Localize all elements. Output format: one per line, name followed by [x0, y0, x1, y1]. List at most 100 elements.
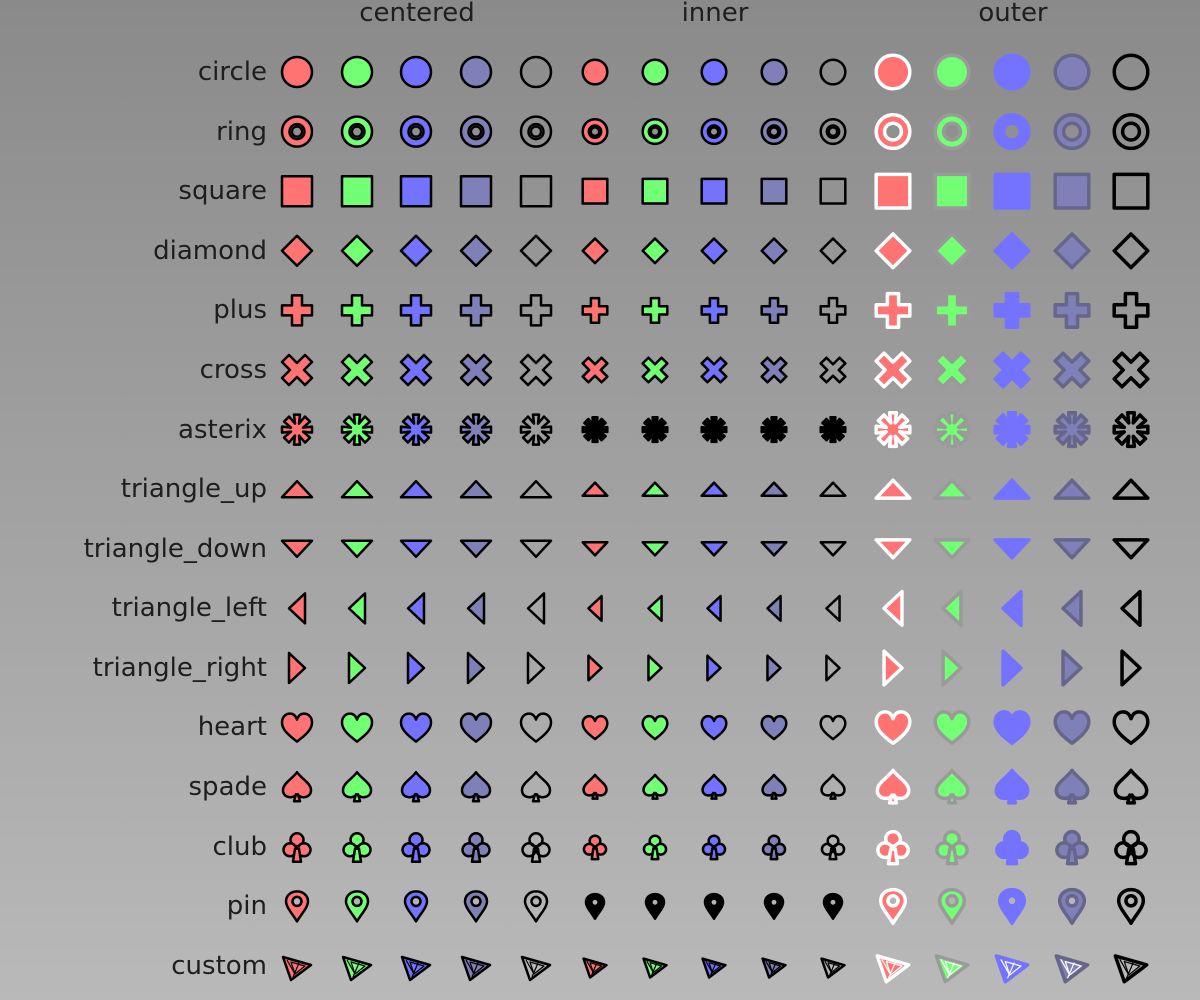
marker-heart-outer-1 [874, 710, 912, 746]
marker-square-centered-5 [519, 174, 553, 208]
marker-pin-centered-2 [344, 890, 370, 923]
marker-circle-centered-2 [340, 55, 374, 89]
marker-club-inner-4 [761, 834, 787, 861]
marker-custom-inner-5 [820, 957, 846, 979]
marker-heart-centered-2 [340, 712, 374, 743]
marker-plus-outer-4 [1053, 291, 1091, 329]
marker-triangle-right-inner-5 [825, 654, 841, 682]
marker-spade-outer-4 [1054, 768, 1090, 805]
marker-pin-inner-1 [584, 892, 606, 920]
marker-cross-outer-3 [993, 351, 1031, 389]
marker-heart-inner-3 [700, 714, 728, 741]
marker-ring-outer-2 [933, 113, 971, 151]
marker-club-outer-1 [876, 829, 910, 866]
marker-cross-outer-5 [1112, 351, 1150, 389]
marker-triangle-left-centered-4 [466, 592, 486, 625]
marker-club-centered-5 [521, 832, 551, 864]
marker-triangle-left-inner-5 [825, 594, 841, 622]
row-label-triangle-right: triangle_right [92, 653, 267, 683]
marker-ring-inner-5 [819, 118, 847, 146]
marker-ring-inner-2 [641, 118, 669, 146]
marker-plus-centered-2 [340, 294, 374, 327]
marker-spade-outer-2 [934, 768, 970, 805]
marker-club-inner-5 [820, 834, 846, 861]
marker-pin-outer-1 [878, 887, 908, 925]
marker-asterix-inner-1 [581, 416, 609, 444]
marker-asterix-outer-1 [874, 411, 912, 449]
marker-triangle-right-outer-1 [882, 649, 904, 687]
marker-custom-outer-1 [875, 954, 911, 984]
marker-heart-centered-5 [519, 712, 553, 743]
marker-triangle-down-centered-1 [280, 539, 314, 559]
marker-triangle-down-inner-3 [700, 540, 728, 557]
marker-circle-outer-3 [993, 53, 1031, 91]
marker-spade-inner-1 [582, 773, 608, 800]
marker-triangle-right-centered-4 [466, 651, 486, 685]
marker-plus-inner-1 [581, 296, 609, 324]
marker-plus-inner-4 [760, 296, 788, 324]
marker-square-centered-4 [459, 174, 493, 208]
marker-ring-centered-3 [399, 115, 433, 148]
marker-ring-outer-4 [1053, 113, 1091, 151]
marker-triangle-up-outer-2 [933, 478, 971, 500]
marker-spade-outer-5 [1113, 768, 1149, 805]
marker-custom-centered-5 [520, 955, 552, 982]
marker-circle-inner-3 [700, 58, 728, 86]
marker-cross-inner-4 [760, 356, 788, 384]
marker-square-centered-1 [280, 174, 314, 208]
marker-triangle-right-centered-5 [526, 651, 546, 685]
marker-triangle-down-inner-5 [819, 540, 847, 557]
row-label-heart: heart [197, 712, 267, 742]
marker-plus-outer-3 [993, 291, 1031, 329]
row-label-diamond: diamond [153, 236, 267, 266]
marker-triangle-up-centered-3 [399, 479, 433, 499]
marker-circle-centered-4 [459, 55, 493, 89]
marker-plus-inner-3 [700, 296, 728, 324]
marker-plus-centered-4 [459, 294, 493, 327]
marker-asterix-inner-3 [700, 416, 728, 444]
marker-triangle-down-outer-4 [1053, 538, 1091, 560]
marker-triangle-left-centered-5 [526, 592, 546, 625]
marker-circle-centered-3 [399, 55, 433, 89]
marker-heart-centered-4 [459, 712, 493, 743]
marker-club-inner-3 [701, 834, 727, 861]
marker-spade-outer-3 [994, 768, 1030, 805]
marker-circle-inner-1 [581, 58, 609, 86]
marker-pin-centered-4 [463, 890, 489, 923]
marker-triangle-left-outer-4 [1061, 589, 1083, 627]
marker-asterix-outer-3 [993, 411, 1031, 449]
marker-circle-outer-5 [1112, 53, 1150, 91]
marker-triangle-up-outer-4 [1053, 478, 1091, 500]
row-label-asterix: asterix [178, 415, 267, 445]
marker-custom-outer-3 [994, 954, 1030, 984]
marker-heart-inner-2 [641, 714, 669, 741]
marker-square-inner-4 [760, 177, 788, 205]
marker-triangle-right-inner-2 [647, 654, 663, 682]
marker-custom-outer-2 [934, 954, 970, 984]
marker-triangle-up-inner-5 [819, 481, 847, 498]
marker-asterix-centered-5 [519, 413, 553, 446]
marker-club-centered-4 [461, 832, 491, 864]
marker-heart-outer-5 [1112, 710, 1150, 746]
marker-pin-centered-3 [403, 890, 429, 923]
marker-triangle-up-outer-3 [993, 478, 1031, 500]
marker-spade-centered-3 [400, 770, 432, 803]
marker-triangle-up-inner-4 [760, 481, 788, 498]
marker-diamond-inner-2 [641, 237, 669, 265]
marker-spade-outer-1 [875, 768, 911, 805]
marker-cross-outer-4 [1053, 351, 1091, 389]
marker-cross-centered-3 [399, 353, 433, 387]
marker-asterix-centered-3 [399, 413, 433, 446]
marker-custom-centered-3 [400, 955, 432, 982]
marker-club-inner-2 [642, 834, 668, 861]
marker-plus-outer-2 [933, 291, 971, 329]
marker-diamond-centered-4 [459, 234, 493, 268]
marker-ring-centered-4 [459, 115, 493, 148]
marker-asterix-centered-1 [280, 413, 314, 446]
marker-circle-inner-4 [760, 58, 788, 86]
marker-triangle-right-outer-5 [1120, 649, 1142, 687]
marker-triangle-left-centered-3 [406, 592, 426, 625]
marker-ring-outer-5 [1112, 113, 1150, 151]
marker-heart-centered-3 [399, 712, 433, 743]
